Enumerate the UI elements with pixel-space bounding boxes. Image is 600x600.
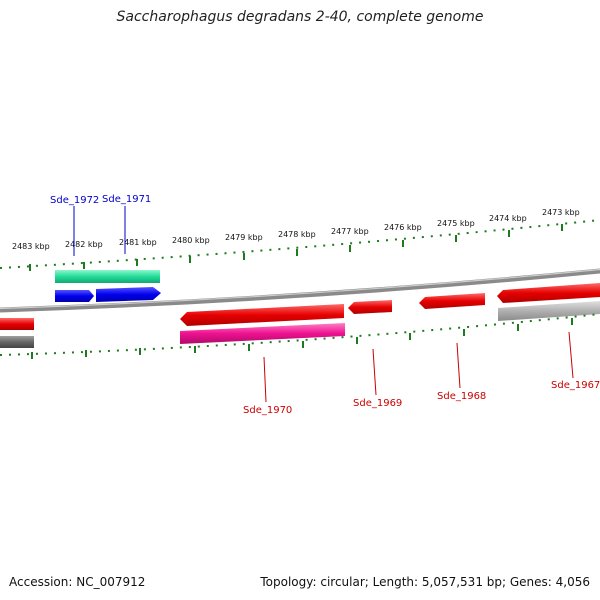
gene-sde-1968-arrow[interactable] [419, 293, 485, 309]
cds-reverse-gray[interactable] [498, 301, 600, 321]
scale-label: 2478 kbp [278, 230, 316, 239]
gene-sde-1972-arrow[interactable] [55, 290, 94, 302]
scale-label: 2474 kbp [489, 214, 527, 223]
gene-label-sde-1967[interactable]: Sde_1967 [551, 380, 600, 391]
gene-sde-1971-arrow[interactable] [96, 287, 161, 302]
gene-label-sde-1971[interactable]: Sde_1971 [102, 194, 151, 205]
scale-label: 2479 kbp [225, 233, 263, 242]
gene-sde-1970-arrow[interactable] [180, 304, 344, 326]
scale-label: 2480 kbp [172, 236, 210, 245]
genome-backbone [0, 268, 600, 313]
gene-label-sde-1972[interactable]: Sde_1972 [50, 195, 99, 206]
cds-forward-teal[interactable] [55, 270, 160, 283]
scale-label: 2476 kbp [384, 223, 422, 232]
scale-label: 2475 kbp [437, 219, 475, 228]
accession-text: Accession: NC_007912 [9, 575, 146, 589]
scale-label: 2473 kbp [542, 208, 580, 217]
cds-reverse-pink[interactable] [180, 323, 345, 344]
cds-partial-left-dark[interactable] [0, 336, 34, 348]
gene-label-sde-1970[interactable]: Sde_1970 [243, 405, 292, 416]
gene-sde-1969-arrow[interactable] [348, 300, 392, 314]
gene-partial-left-red[interactable] [0, 318, 34, 330]
gene-label-sde-1969[interactable]: Sde_1969 [353, 398, 402, 409]
scale-label: 2482 kbp [65, 240, 103, 249]
genome-summary-text: Topology: circular; Length: 5,057,531 bp… [260, 575, 590, 589]
upper-tick-track [0, 219, 600, 271]
gene-sde-1967-arrow[interactable] [497, 283, 600, 303]
scale-label: 2481 kbp [119, 238, 157, 247]
scale-label: 2483 kbp [12, 242, 50, 251]
gene-label-sde-1968[interactable]: Sde_1968 [437, 391, 486, 402]
lower-tick-track [0, 313, 600, 359]
scale-label: 2477 kbp [331, 227, 369, 236]
map-title: Saccharophagus degradans 2-40, complete … [116, 9, 484, 25]
